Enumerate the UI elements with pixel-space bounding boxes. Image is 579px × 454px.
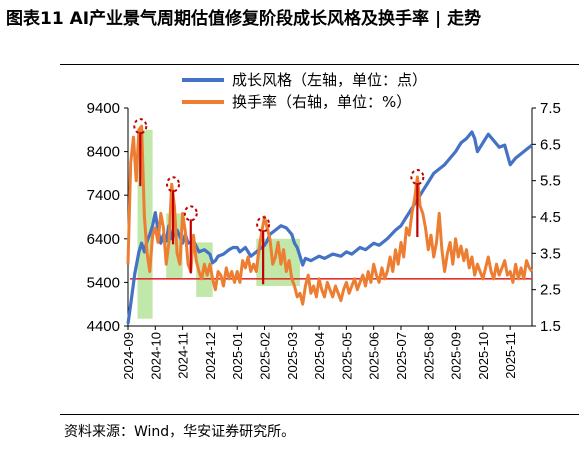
- right-tick-label: 5.5: [540, 173, 561, 190]
- right-tick-label: 2.5: [540, 282, 561, 299]
- legend-turnover-label: 换手率（右轴，单位：%）: [232, 93, 411, 111]
- peak-marker-circle: [410, 169, 425, 186]
- right-tick-label: 6.5: [540, 136, 561, 153]
- x-tick-label: 2025-07: [394, 332, 409, 380]
- x-tick-label: 2025-08: [421, 332, 436, 380]
- x-tick-label: 2025-10: [476, 332, 491, 380]
- turnover-series-line: [126, 124, 534, 306]
- x-tick-label: 2025-01: [230, 332, 245, 380]
- x-tick-label: 2025-02: [257, 332, 272, 380]
- x-tick-label: 2024-11: [176, 332, 191, 379]
- top-rule: [60, 64, 579, 65]
- left-tick-label: 6400: [87, 231, 120, 248]
- right-tick-label: 4.5: [540, 209, 561, 226]
- right-tick-label: 7.5: [540, 100, 561, 117]
- x-tick-label: 2024-10: [148, 332, 163, 380]
- x-tick-label: 2024-12: [203, 332, 218, 380]
- left-tick-label: 9400: [87, 100, 120, 117]
- x-tick-label: 2025-09: [449, 332, 464, 380]
- x-tick-label: 2025-11: [503, 332, 518, 379]
- left-tick-label: 5400: [87, 274, 120, 291]
- peak-marker-circle: [133, 118, 148, 135]
- x-tick-label: 2025-04: [312, 332, 327, 380]
- legend-growth-label: 成长风格（左轴，单位：点）: [232, 71, 427, 89]
- x-tick-label: 2024-09: [121, 332, 136, 380]
- left-tick-label: 7400: [87, 187, 120, 204]
- left-tick-label: 8400: [87, 144, 120, 161]
- x-tick-label: 2025-06: [367, 332, 382, 380]
- x-tick-label: 2025-05: [339, 332, 354, 380]
- peak-marker-circle: [166, 176, 181, 193]
- right-tick-label: 3.5: [540, 245, 561, 262]
- right-tick-label: 1.5: [540, 318, 561, 335]
- x-tick-label: 2025-03: [285, 332, 300, 380]
- left-tick-label: 4400: [87, 318, 120, 335]
- bottom-rule: [60, 414, 579, 415]
- growth-series-line: [126, 130, 533, 325]
- figure-title: 图表11 AI产业景气周期估值修复阶段成长风格及换手率 | 走势: [6, 9, 482, 29]
- peak-marker-circle: [256, 216, 271, 233]
- peak-marker-circle: [183, 205, 198, 222]
- source-note: 资料来源：Wind，华安证券研究所。: [64, 424, 296, 440]
